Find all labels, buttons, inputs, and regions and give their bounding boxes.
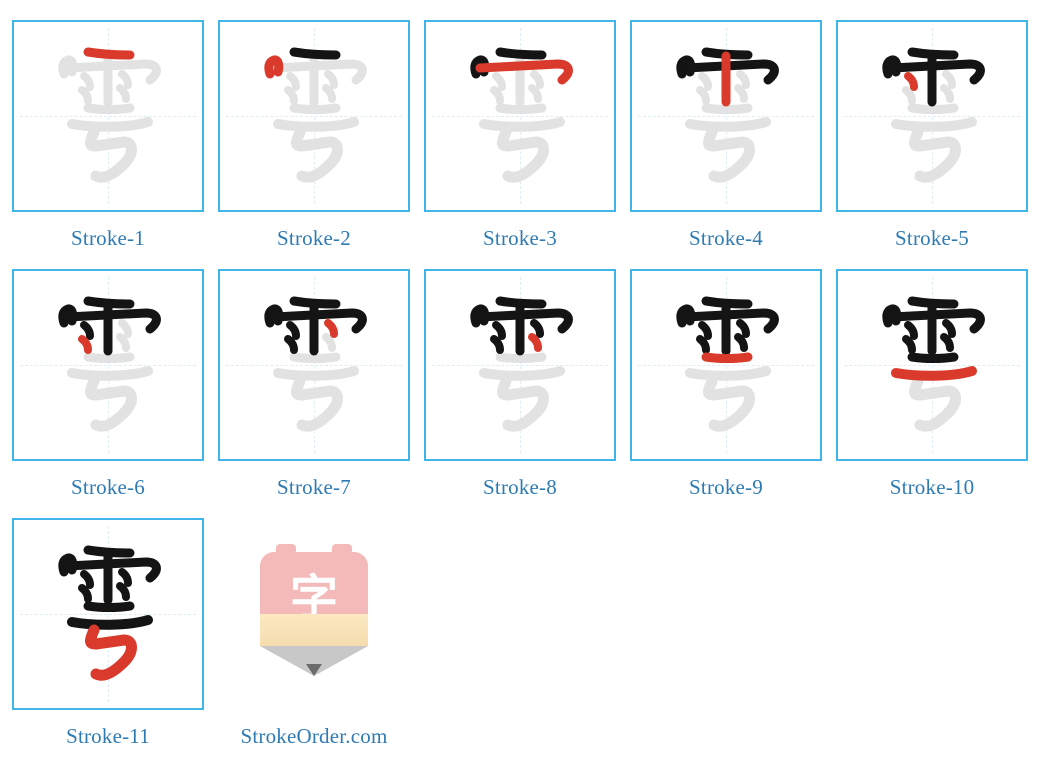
stroke-cell: Stroke-9 [630, 269, 822, 500]
stroke-caption: Stroke-9 [689, 475, 763, 500]
stroke-svg [450, 295, 590, 435]
stroke-svg [862, 46, 1002, 186]
glyph-area [656, 46, 796, 186]
stroke-caption: Stroke-6 [71, 475, 145, 500]
glyph-area [38, 295, 178, 435]
stroke-caption: Stroke-2 [277, 226, 351, 251]
stroke-svg [38, 544, 178, 684]
stroke-tile [836, 20, 1028, 212]
stroke-order-grid: Stroke-1 Stroke-2 Stroke-3 Stroke-4 Stro… [12, 20, 1038, 749]
stroke-svg [656, 295, 796, 435]
stroke-caption: Stroke-3 [483, 226, 557, 251]
glyph-area [656, 295, 796, 435]
stroke-cell: Stroke-4 [630, 20, 822, 251]
stroke-caption: Stroke-11 [66, 724, 150, 749]
stroke-cell: Stroke-7 [218, 269, 410, 500]
stroke-caption: Stroke-8 [483, 475, 557, 500]
glyph-area [38, 544, 178, 684]
stroke-svg [862, 295, 1002, 435]
stroke-cell: Stroke-3 [424, 20, 616, 251]
stroke-svg [656, 46, 796, 186]
stroke-cell: Stroke-2 [218, 20, 410, 251]
stroke-caption: Stroke-5 [895, 226, 969, 251]
stroke-tile [12, 20, 204, 212]
stroke-svg [38, 46, 178, 186]
glyph-area [862, 46, 1002, 186]
glyph-area [862, 295, 1002, 435]
logo: 字 [244, 544, 384, 684]
stroke-tile [12, 269, 204, 461]
site-caption: StrokeOrder.com [240, 724, 387, 749]
stroke-tile [12, 518, 204, 710]
glyph-area [450, 295, 590, 435]
stroke-tile [218, 20, 410, 212]
stroke-tile [218, 269, 410, 461]
stroke-svg [450, 46, 590, 186]
stroke-caption: Stroke-7 [277, 475, 351, 500]
glyph-area [38, 46, 178, 186]
stroke-tile [630, 269, 822, 461]
stroke-svg [38, 295, 178, 435]
stroke-cell: Stroke-10 [836, 269, 1028, 500]
stroke-cell: Stroke-6 [12, 269, 204, 500]
stroke-tile [630, 20, 822, 212]
logo-tile: 字 [218, 518, 410, 710]
stroke-cell: Stroke-8 [424, 269, 616, 500]
stroke-cell: Stroke-5 [836, 20, 1028, 251]
glyph-area [450, 46, 590, 186]
glyph-area [244, 295, 384, 435]
glyph-area [244, 46, 384, 186]
stroke-tile [424, 269, 616, 461]
stroke-svg [244, 295, 384, 435]
stroke-cell: Stroke-11 [12, 518, 204, 749]
stroke-caption: Stroke-4 [689, 226, 763, 251]
stroke-cell: Stroke-1 [12, 20, 204, 251]
stroke-caption: Stroke-1 [71, 226, 145, 251]
logo-cell: 字 StrokeOrder.com [218, 518, 410, 749]
stroke-caption: Stroke-10 [890, 475, 975, 500]
stroke-tile [424, 20, 616, 212]
stroke-svg [244, 46, 384, 186]
stroke-tile [836, 269, 1028, 461]
